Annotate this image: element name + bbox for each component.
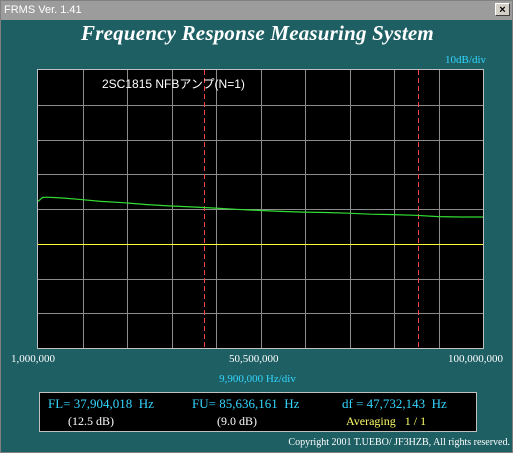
x-tick-label-end: 100,000,000: [448, 353, 503, 365]
app-title: Frequency Response Measuring System: [81, 21, 434, 45]
response-chart: [38, 70, 483, 348]
fl-value: FL= 37,904,018 Hz: [48, 396, 154, 411]
close-button[interactable]: ×: [495, 3, 510, 16]
fu-value: FU= 85,636,161 Hz: [192, 396, 300, 411]
copyright-notice: Copyright 2001 T.UEBO/ JF3HZB, All right…: [288, 437, 510, 448]
readout-panel: FL= 37,904,018 Hz (12.5 dB) FU= 85,636,1…: [39, 392, 477, 432]
y-division-label: 10dB/div: [445, 54, 486, 66]
plot-label: 2SC1815 NFBアンプ(N=1): [102, 77, 245, 91]
x-division-label: 9,900,000 Hz/div: [219, 373, 296, 385]
x-tick-label-mid: 50,500,000: [229, 353, 279, 365]
df-value: df = 47,732,143 Hz: [342, 396, 447, 411]
fl-db-value: (12.5 dB): [68, 414, 114, 428]
fu-db-value: (9.0 dB): [217, 414, 257, 428]
window-title: FRMS Ver. 1.41: [4, 4, 82, 16]
plot-area: 2SC1815 NFBアンプ(N=1): [37, 69, 484, 349]
averaging-status: Averaging 1 / 1: [346, 414, 427, 428]
x-tick-label-start: 1,000,000: [11, 353, 55, 365]
title-bar[interactable]: FRMS Ver. 1.41 ×: [1, 1, 512, 20]
response-series-line: [38, 196, 483, 218]
